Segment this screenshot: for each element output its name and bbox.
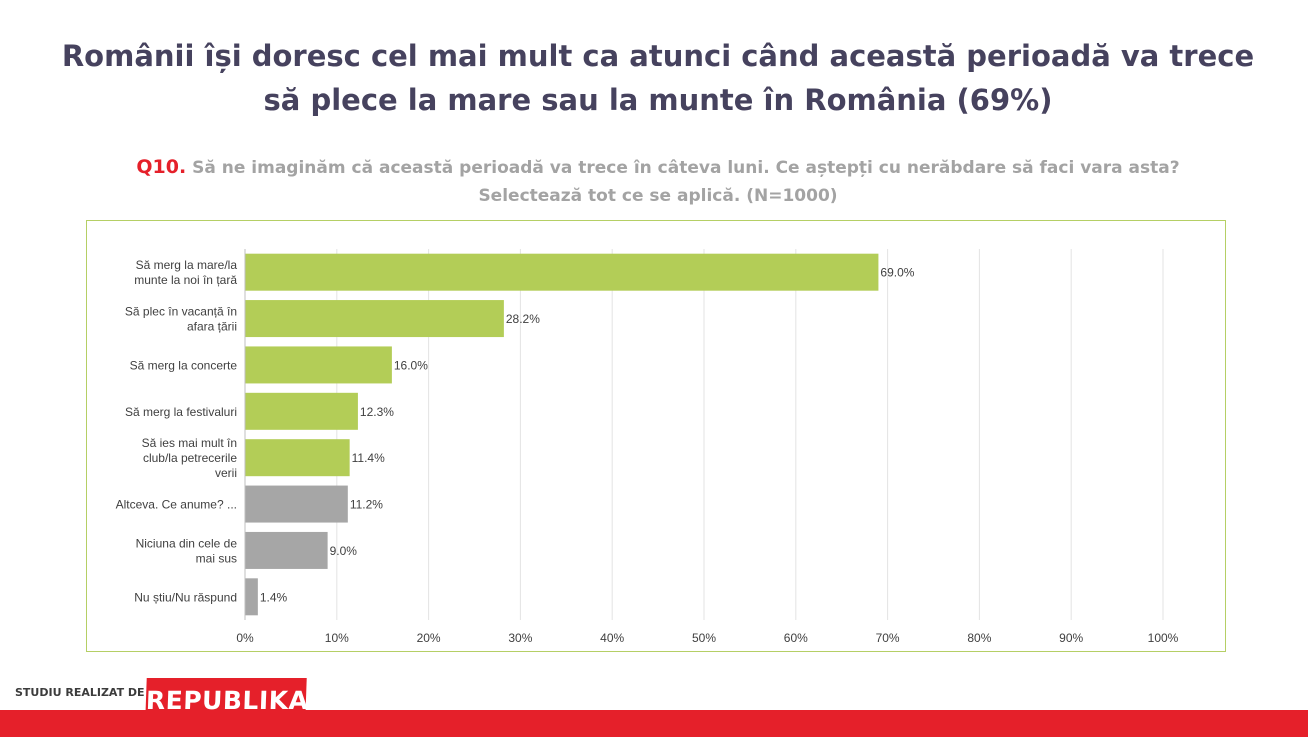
data-label: 11.2%	[350, 498, 383, 512]
category-label: Să merg la concerte	[130, 358, 238, 372]
data-label: 9.0%	[330, 544, 358, 558]
tick-label: 90%	[1059, 631, 1083, 645]
chart-frame: 69.0% Să merg la mare/la munte la noi în ț…	[86, 220, 1226, 652]
question-text-line-2: Selectează tot ce se aplică. (N=1000)	[478, 186, 838, 206]
question-text: Q10. Să ne imaginăm că această perioadă …	[60, 153, 1256, 210]
category-label: Să merg la festivaluri	[125, 405, 237, 419]
bar	[245, 300, 504, 338]
tick-label: 0%	[236, 631, 254, 645]
tick-label: 10%	[325, 631, 349, 645]
data-label: 11.4%	[352, 451, 385, 465]
category-label: Să plec în vacanță în afara țării	[125, 305, 237, 334]
tick-label: 100%	[1148, 631, 1179, 645]
category-label: Nu știu/Nu răspund	[134, 590, 237, 604]
tick-label: 20%	[417, 631, 441, 645]
question-line-1: Q10. Să ne imaginăm că această perioadă …	[60, 153, 1256, 182]
bar	[245, 392, 358, 430]
bar	[245, 253, 879, 291]
tick-label: 80%	[967, 631, 991, 645]
page-title: Românii își doresc cel mai mult ca atunc…	[60, 34, 1256, 122]
bar	[245, 346, 392, 384]
bar-chart: 69.0% Să merg la mare/la munte la noi în ț…	[116, 249, 1179, 645]
page-title-line-1: Românii își doresc cel mai mult ca atunc…	[61, 39, 1255, 73]
tick-label: 70%	[876, 631, 900, 645]
bar	[245, 578, 258, 616]
footer-label: STUDIU REALIZAT DE	[15, 686, 145, 699]
tick-label: 40%	[600, 631, 624, 645]
data-label: 1.4%	[260, 590, 288, 604]
tick-label: 50%	[692, 631, 716, 645]
question-text-line-1: Să ne imaginăm că această perioadă va tr…	[192, 158, 1180, 178]
tick-label: 30%	[508, 631, 532, 645]
data-label: 16.0%	[394, 358, 428, 372]
category-label: Să merg la mare/la munte la noi în țară	[134, 258, 237, 287]
footer-bar	[0, 710, 1308, 737]
tick-label: 60%	[784, 631, 808, 645]
question-number: Q10.	[136, 156, 187, 178]
data-label: 12.3%	[360, 405, 394, 419]
data-label: 69.0%	[880, 266, 914, 280]
page-title-line-2: să plece la mare sau la munte în România…	[263, 83, 1053, 117]
data-label: 28.2%	[506, 312, 540, 326]
bar	[245, 485, 348, 523]
bar	[245, 531, 328, 569]
category-label: Să ies mai mult în club/la petrecerile ver…	[142, 436, 238, 480]
category-label: Niciuna din cele de mai sus	[136, 536, 238, 565]
bar	[245, 439, 350, 477]
category-label: Altceva. Ce anume? ...	[116, 498, 237, 512]
